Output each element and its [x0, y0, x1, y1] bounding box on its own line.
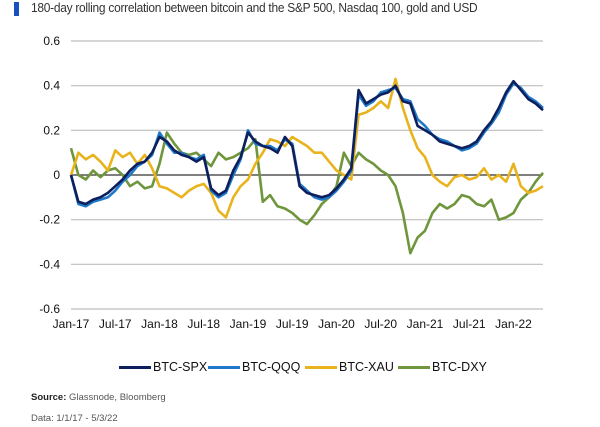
y-tick-label: -0.6	[39, 302, 60, 316]
y-axis-ticks: 0.6 0.4 0.2 0 -0.2 -0.4 -0.6	[39, 34, 60, 316]
title-accent-bar	[14, 2, 19, 16]
legend-label: BTC-DXY	[432, 360, 487, 374]
y-tick-label: -0.4	[39, 257, 60, 271]
y-tick-label: 0.6	[43, 34, 60, 48]
legend-swatch	[305, 365, 337, 369]
legend-item-btc-spx: BTC-SPX	[119, 360, 207, 374]
y-tick-label: 0	[53, 168, 60, 182]
y-tick-label: 0.2	[43, 123, 60, 137]
x-tick-label: Jul-18	[187, 317, 220, 331]
x-tick-label: Jul-19	[276, 317, 309, 331]
legend-swatch	[398, 365, 430, 369]
series-line-btc-dxy	[69, 131, 544, 255]
gridlines	[71, 40, 543, 310]
x-axis-ticks: Jan-17 Jul-17 Jan-18 Jul-18 Jan-19 Jul-19 Jan-…	[53, 317, 533, 331]
x-tick-label: Jan-17	[53, 317, 90, 331]
source-text: Glassnode, Bloomberg	[66, 392, 166, 403]
series-line-btc-spx	[69, 79, 544, 206]
chart-title: 180-day rolling correlation between bitc…	[31, 0, 478, 15]
legend-swatch	[119, 365, 151, 369]
x-tick-label: Jul-20	[364, 317, 397, 331]
legend-item-btc-qqq: BTC-QQQ	[208, 360, 300, 374]
y-tick-label: 0.4	[43, 79, 60, 93]
legend-swatch	[208, 365, 240, 369]
legend-label: BTC-QQQ	[242, 360, 301, 374]
data-range-note: Data: 1/1/17 - 5/3/22	[31, 413, 118, 424]
x-tick-label: Jul-21	[453, 317, 486, 331]
legend-label: BTC-XAU	[339, 360, 394, 374]
series-lines	[69, 77, 544, 255]
y-tick-label: -0.2	[39, 213, 60, 227]
legend-label: BTC-SPX	[153, 360, 208, 374]
series-line-btc-xau	[69, 77, 544, 219]
legend: BTC-SPX BTC-QQQ BTC-XAU BTC-DXY	[0, 360, 600, 376]
legend-item-btc-xau: BTC-XAU	[305, 360, 394, 374]
x-tick-label: Jan-22	[495, 317, 532, 331]
source-note: Source: Glassnode, Bloomberg	[31, 392, 166, 403]
legend-item-btc-dxy: BTC-DXY	[398, 360, 487, 374]
line-chart: 0.60.40.20-0.2-0.4-0.6 Jan-17 Jul-17 Jan-1…	[39, 34, 544, 331]
x-tick-label: Jul-17	[99, 317, 132, 331]
x-tick-label: Jan-19	[230, 317, 267, 331]
x-tick-label: Jan-20	[318, 317, 355, 331]
source-label: Source:	[31, 392, 67, 403]
x-tick-label: Jan-21	[407, 317, 444, 331]
x-tick-label: Jan-18	[141, 317, 178, 331]
